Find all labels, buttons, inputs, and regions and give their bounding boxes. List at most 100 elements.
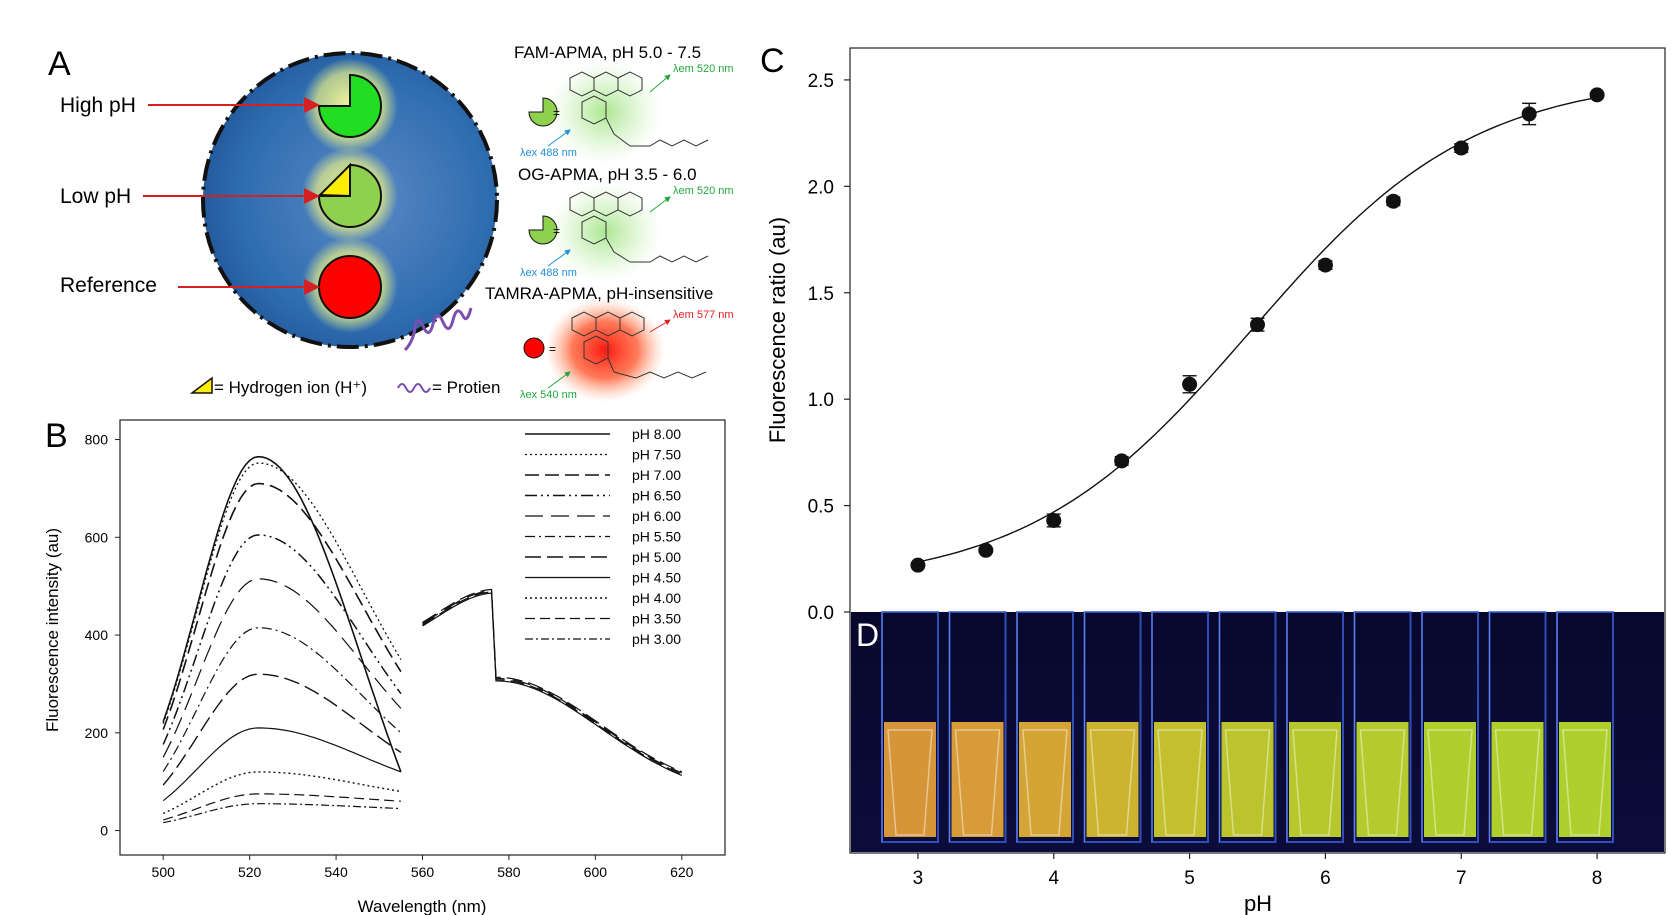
og-ex-arrow <box>547 249 571 267</box>
panel-c: C 0.0 0.5 1.0 1.5 2.0 2.5 3 4 5 6 7 8 D pH Fluoresc… <box>760 42 1666 915</box>
panel-b-legend-label: pH 3.50 <box>632 611 681 627</box>
fam-structure-icon <box>569 71 709 147</box>
panel-c-data-point <box>1385 193 1401 209</box>
panel-b-legend-label: pH 4.00 <box>632 590 681 606</box>
panel-d-label: D <box>856 617 879 653</box>
tamra-ex-arrow <box>547 371 571 389</box>
probe-tamra: TAMRA-APMA, pH-insensitive = λem 577 nm … <box>485 284 734 402</box>
panel-b-series-line <box>162 771 402 815</box>
panel-c-data-point <box>1521 106 1537 122</box>
panel-c-label: C <box>760 42 785 80</box>
panel-b-series-line <box>162 727 402 802</box>
panel-c-x-axis-label: pH <box>1244 891 1272 915</box>
probe-tamra-glow <box>545 298 665 402</box>
probe-fam-em: λem 520 nm <box>673 63 734 75</box>
cuvette-highlight <box>1427 729 1473 836</box>
probe-tamra-ref-icon <box>523 337 545 359</box>
panel-b-series-line <box>162 578 402 758</box>
panel-c-data-point <box>1046 512 1062 528</box>
probe-fam-ex: λex 488 nm <box>520 147 577 159</box>
equals-sign: = <box>549 342 556 356</box>
panel-b-y-tick-label: 800 <box>85 432 109 448</box>
panel-b-x-tick-label: 600 <box>584 864 608 880</box>
panel-c-y-tick-label: 2.0 <box>808 177 834 198</box>
panel-b-legend: pH 8.00 pH 7.50 pH 7.00 pH 6.50 pH 6.00 pH 5.… <box>525 426 681 647</box>
panel-b-x-tick-label: 620 <box>670 864 694 880</box>
panel-c-x-tick-label: 4 <box>1048 868 1059 889</box>
probe-tamra-ex: λex 540 nm <box>520 389 577 401</box>
panel-b-legend-label: pH 5.00 <box>632 549 681 565</box>
panel-b-legend-label: pH 8.00 <box>632 426 681 442</box>
panel-b-series-line <box>163 793 401 821</box>
panel-c-frame <box>849 47 1666 854</box>
cuvette-liquid <box>951 722 1004 837</box>
probe-og-em: λem 520 nm <box>673 185 734 197</box>
panel-c-y-tick-label: 2.5 <box>808 71 834 92</box>
probe-og-title: OG-APMA, pH 3.5 - 6.0 <box>518 165 697 184</box>
panel-b: B 500 520 540 560 580 600 620 0 200 400 600 800 pH … <box>43 417 726 915</box>
cuvette-liquid <box>1019 722 1071 837</box>
panel-d-cuvettes <box>881 611 1614 843</box>
probe-tamra-title: TAMRA-APMA, pH-insensitive <box>485 284 713 303</box>
panel-c-x-tick-label: 3 <box>913 868 924 889</box>
panel-b-series-line <box>163 803 401 824</box>
panel-b-x-tick-label: 580 <box>497 864 521 880</box>
label-reference: Reference <box>60 274 157 297</box>
panel-b-series-line <box>162 534 402 745</box>
panel-b-y-tick-label: 0 <box>100 823 108 839</box>
panel-b-series-line <box>162 673 402 786</box>
cuvette-liquid <box>1424 722 1476 837</box>
panel-a: A High pH Low pH Reference = Hydrogen io… <box>48 43 734 402</box>
probe-fam-sensor-icon <box>528 97 558 127</box>
panel-c-x-tick-label: 7 <box>1456 868 1467 889</box>
panel-b-series <box>162 455 683 824</box>
equals-sign: = <box>553 224 560 238</box>
panel-c-y-tick-label: 0.5 <box>808 497 834 518</box>
cuvette-liquid <box>1289 722 1341 837</box>
legend-protein-icon <box>397 383 431 393</box>
panel-b-legend-label: pH 7.50 <box>632 447 681 463</box>
panel-c-y-axis-label: Fluorescence ratio (au) <box>765 217 790 443</box>
label-high-ph: High pH <box>60 94 136 117</box>
panel-b-y-axis-label: Fluorescence intensity (au) <box>43 528 62 732</box>
protein-icon <box>403 307 473 352</box>
equals-sign: = <box>553 106 560 120</box>
panel-c-data-point <box>1114 453 1130 469</box>
probe-fam-glow <box>549 60 661 164</box>
cuvette-liquid <box>1086 722 1139 837</box>
panel-c-y-tick-label: 0.0 <box>808 603 834 624</box>
panel-b-legend-label: pH 6.50 <box>632 488 681 504</box>
panel-c-data-point <box>1453 140 1469 156</box>
cuvette-highlight <box>1157 729 1203 836</box>
panel-b-label: B <box>45 417 68 455</box>
panel-c-y-tick-label: 1.0 <box>808 390 834 411</box>
cuvette-highlight <box>1292 729 1338 836</box>
probe-og-glow <box>549 182 661 282</box>
legend-h-ion: = Hydrogen ion (H⁺) <box>214 378 367 397</box>
panel-c-plot <box>910 87 1605 573</box>
tamra-em-arrow <box>649 319 671 333</box>
panel-b-legend-label: pH 6.00 <box>632 508 681 524</box>
probe-og: OG-APMA, pH 3.5 - 6.0 = λem 520 nm λex 4… <box>518 165 734 282</box>
cuvette-liquid <box>1356 722 1409 837</box>
reference-dye-icon <box>318 255 382 319</box>
panel-b-y-tick-label: 400 <box>85 627 109 643</box>
cuvette-highlight <box>1089 729 1136 836</box>
og-em-arrow <box>649 196 671 213</box>
panel-b-series-line <box>162 482 402 730</box>
panel-b-x-tick-label: 560 <box>411 864 435 880</box>
legend-h-ion-icon <box>189 376 213 394</box>
panel-c-x-tick-label: 8 <box>1592 868 1603 889</box>
panel-b-legend-label: pH 4.50 <box>632 570 681 586</box>
cuvette-highlight <box>1224 729 1271 836</box>
hydrogen-ion-icon <box>317 162 351 198</box>
panel-b-x-axis-label: Wavelength (nm) <box>358 897 487 915</box>
panel-c-data-point <box>1589 87 1605 103</box>
panel-b-series-line <box>162 462 402 724</box>
panel-b-reference-line <box>422 592 683 776</box>
panel-b-series-line <box>162 455 402 773</box>
panel-c-y-tick-label: 1.5 <box>808 284 834 305</box>
panel-d: D <box>851 611 1664 852</box>
fam-ex-arrow <box>547 129 571 147</box>
